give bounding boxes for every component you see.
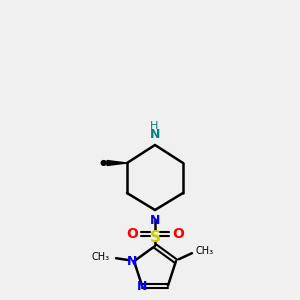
Text: CH₃: CH₃	[196, 246, 214, 256]
Text: N: N	[137, 280, 147, 293]
Text: O: O	[126, 227, 138, 241]
Text: O: O	[172, 227, 184, 241]
Polygon shape	[107, 160, 127, 166]
Text: H: H	[150, 121, 158, 131]
Text: N: N	[127, 255, 137, 268]
Text: N: N	[150, 128, 160, 141]
Text: CH₃: CH₃	[92, 252, 110, 262]
Text: ●: ●	[99, 158, 106, 167]
Text: N: N	[150, 214, 160, 227]
Text: S: S	[149, 230, 161, 244]
